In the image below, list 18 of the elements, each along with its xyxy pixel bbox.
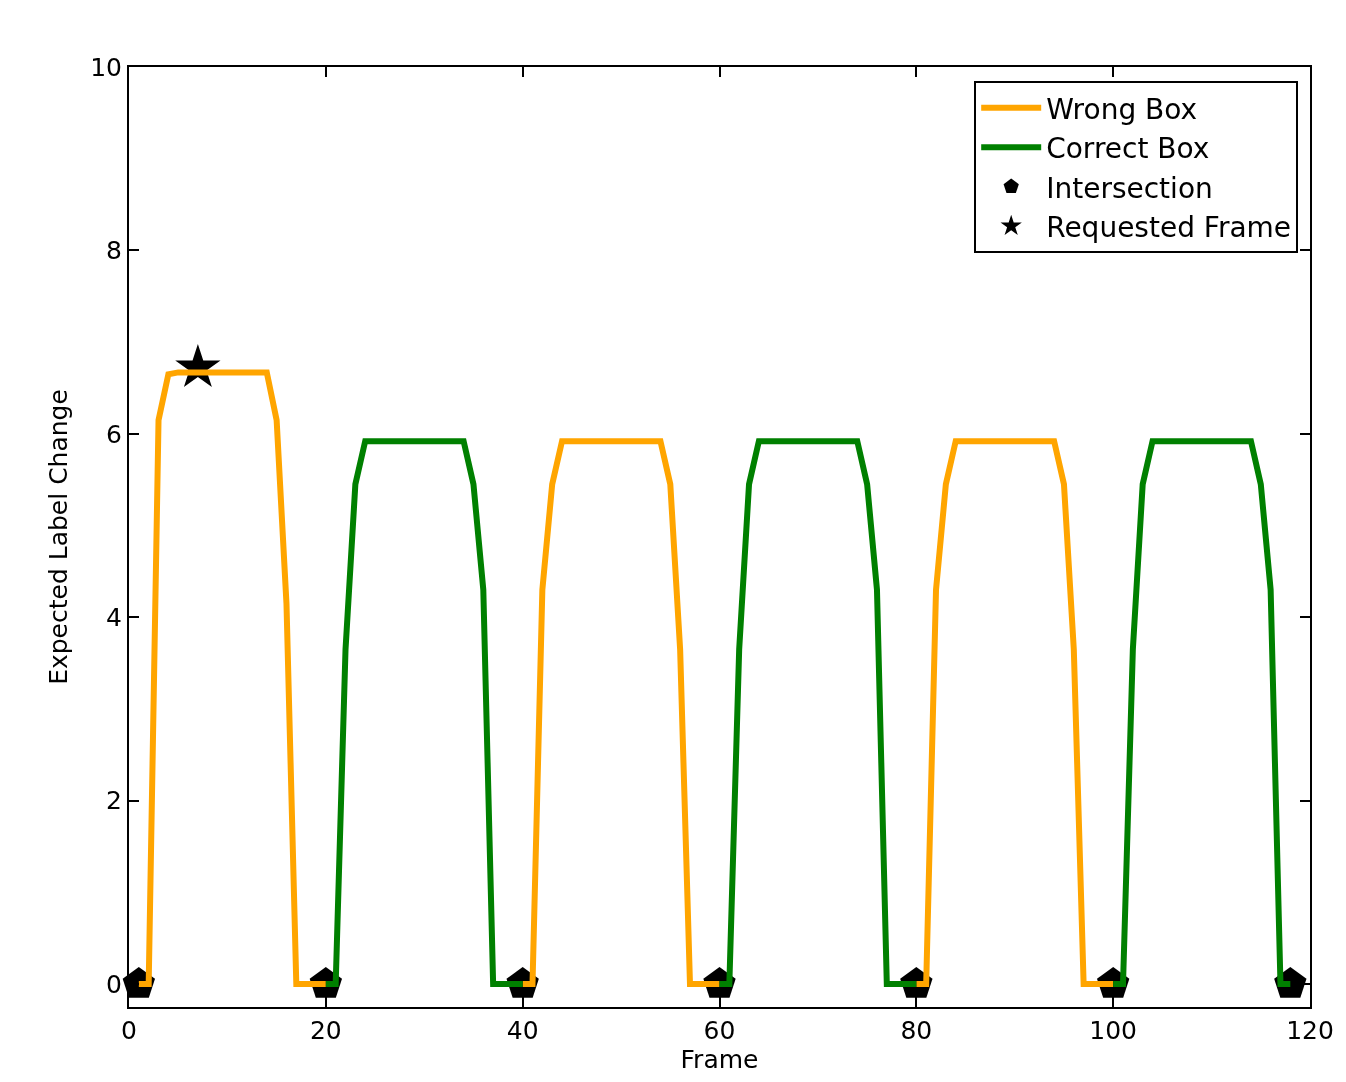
x-tick-label: 20	[309, 1016, 342, 1045]
x-tick-label: 120	[1286, 1016, 1334, 1045]
y-tick-label: 6	[106, 419, 122, 449]
legend-label: Correct Box	[1046, 132, 1210, 166]
legend-label: Wrong Box	[1046, 92, 1198, 126]
legend-label: Requested Frame	[1046, 210, 1292, 244]
y-tick-label: 10	[90, 52, 122, 82]
x-tick-label: 60	[703, 1016, 736, 1045]
y-axis-title: Expected Label Change	[44, 389, 74, 685]
y-tick-label: 0	[106, 969, 122, 999]
x-axis-title: Frame	[680, 1045, 759, 1074]
y-tick-label: 8	[106, 236, 122, 266]
x-tick-label: 100	[1089, 1016, 1138, 1045]
x-tick-label: 40	[506, 1016, 539, 1045]
x-tick-label: 80	[900, 1016, 933, 1045]
y-tick-label: 2	[106, 786, 122, 816]
legend-label: Intersection	[1046, 171, 1213, 205]
y-tick-label: 4	[106, 602, 122, 632]
